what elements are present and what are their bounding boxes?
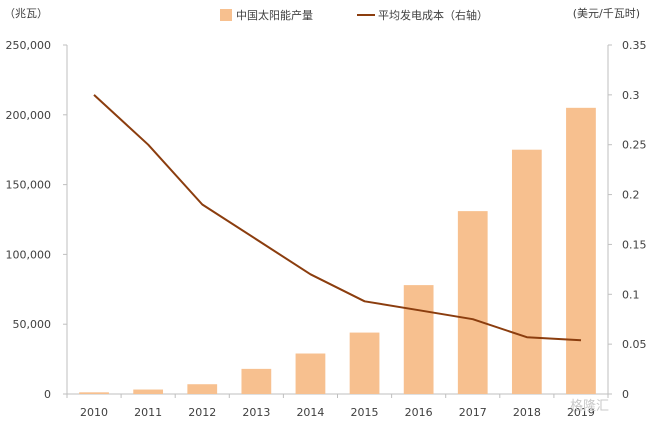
right-axis-tick-label: 0.25 [622, 139, 646, 152]
x-axis-tick-label: 2010 [80, 406, 108, 419]
line-series [94, 95, 581, 340]
right-axis-tick-label: 0.35 [622, 39, 646, 52]
bar [296, 354, 326, 394]
x-axis-tick-label: 2014 [296, 406, 324, 419]
right-axis-tick-label: 0.15 [622, 238, 646, 251]
bar [566, 108, 596, 394]
axes: 0 50,000 100,000 150,000 200,000 250,000 0 0.05… [6, 39, 646, 419]
x-axis-tick-label: 2017 [459, 406, 487, 419]
legend: 中国太阳能产量 平均发电成本（右轴） [220, 8, 488, 22]
left-axis-tick-label: 250,000 [6, 39, 52, 52]
right-axis-tick-label: 0 [622, 388, 629, 401]
right-axis-tick-label: 0.2 [622, 189, 640, 202]
left-axis-tick-label: 0 [44, 388, 51, 401]
x-axis-tick-label: 2018 [513, 406, 541, 419]
right-axis-tick-label: 0.05 [622, 338, 646, 351]
x-axis-tick-label: 2015 [351, 406, 379, 419]
legend-line-label: 平均发电成本（右轴） [378, 8, 488, 22]
bar [241, 369, 271, 394]
right-axis-unit-label: (美元/千瓦时) [573, 7, 640, 20]
left-axis-tick-label: 200,000 [6, 109, 52, 122]
bar [512, 150, 542, 394]
bar [187, 384, 217, 394]
left-axis-tick-label: 100,000 [6, 248, 52, 261]
legend-bar-swatch [220, 9, 232, 21]
x-axis-tick-label: 2011 [134, 406, 162, 419]
left-axis-tick-label: 150,000 [6, 179, 52, 192]
bar [404, 285, 434, 394]
right-axis-tick-label: 0.3 [622, 89, 640, 102]
left-axis-unit-label: （兆瓦） [4, 7, 48, 20]
bar [133, 390, 163, 394]
right-axis-tick-label: 0.1 [622, 288, 640, 301]
bar [458, 211, 488, 394]
x-axis-tick-label: 2012 [188, 406, 216, 419]
bar-series [79, 108, 596, 394]
bar [79, 392, 109, 394]
bar [350, 333, 380, 394]
watermark-text: 格隆汇 [570, 398, 609, 414]
legend-bar-label: 中国太阳能产量 [236, 8, 313, 22]
cost-line [94, 95, 581, 340]
left-axis-tick-label: 50,000 [13, 318, 52, 331]
x-axis-tick-label: 2013 [242, 406, 270, 419]
x-axis-tick-label: 2016 [405, 406, 433, 419]
